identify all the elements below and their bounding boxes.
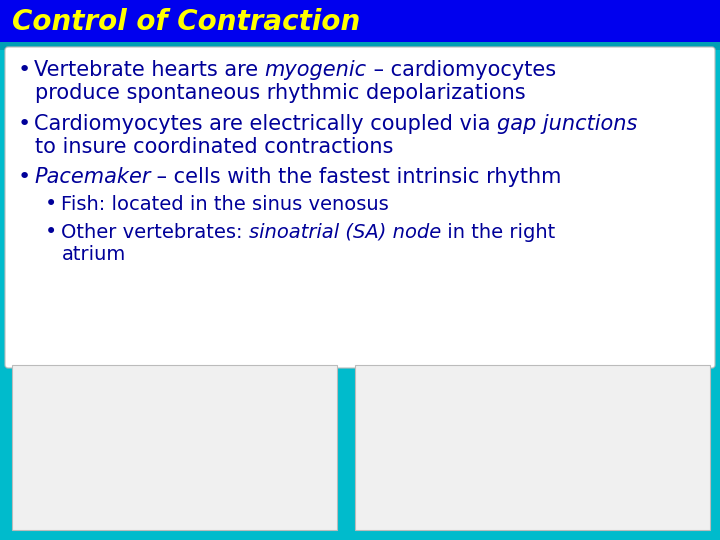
Text: •: • [18,114,31,134]
Text: sinoatrial (SA) node: sinoatrial (SA) node [248,222,441,241]
FancyBboxPatch shape [12,365,337,530]
Text: Other vertebrates:: Other vertebrates: [61,222,248,241]
Text: •: • [18,60,31,80]
Text: Vertebrate hearts are: Vertebrate hearts are [34,60,265,80]
Text: Control of Contraction: Control of Contraction [12,8,360,36]
FancyBboxPatch shape [5,47,715,368]
Text: •: • [18,167,31,187]
Text: in the right: in the right [441,222,555,241]
Text: Fish: located in the sinus venosus: Fish: located in the sinus venosus [61,194,389,213]
Text: to insure coordinated contractions: to insure coordinated contractions [35,137,393,157]
Text: produce spontaneous rhythmic depolarizations: produce spontaneous rhythmic depolarizat… [35,83,526,103]
FancyBboxPatch shape [0,42,720,50]
FancyBboxPatch shape [0,0,720,43]
Text: atrium: atrium [62,246,126,265]
FancyBboxPatch shape [355,365,710,530]
Text: Pacemaker: Pacemaker [34,167,150,187]
Text: •: • [45,222,58,242]
Text: •: • [45,194,58,214]
Text: – cells with the fastest intrinsic rhythm: – cells with the fastest intrinsic rhyth… [150,167,562,187]
Text: gap junctions: gap junctions [497,114,637,134]
Text: Cardiomyocytes are electrically coupled via: Cardiomyocytes are electrically coupled … [34,114,497,134]
Text: – cardiomyocytes: – cardiomyocytes [367,60,556,80]
Text: myogenic: myogenic [265,60,367,80]
